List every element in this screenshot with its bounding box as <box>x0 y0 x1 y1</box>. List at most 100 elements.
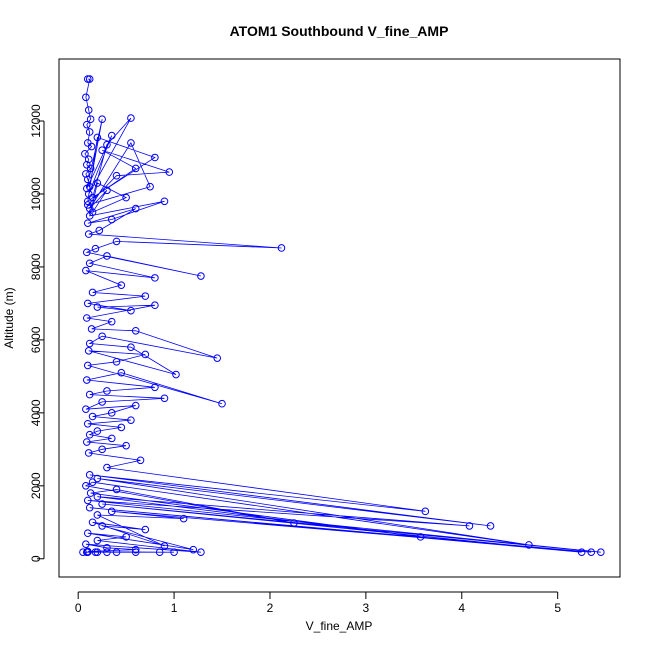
data-point <box>83 419 92 428</box>
data-point <box>486 522 495 530</box>
data-point <box>98 445 106 454</box>
data-point <box>91 548 100 556</box>
data-point <box>87 142 96 151</box>
data-point <box>85 430 94 439</box>
y-tick-label: 4000 <box>29 399 43 426</box>
data-point <box>160 394 169 403</box>
series-layer <box>79 75 605 556</box>
data-point <box>146 182 154 191</box>
data-point <box>587 548 596 556</box>
data-point <box>95 226 104 235</box>
data-point <box>218 399 226 408</box>
data-point <box>151 383 159 392</box>
data-point <box>103 252 111 260</box>
data-point <box>131 545 140 554</box>
data-point <box>88 478 97 486</box>
data-point <box>98 500 106 508</box>
data-point <box>93 492 102 501</box>
data-point <box>131 204 140 213</box>
data-point <box>107 434 116 443</box>
data-point <box>131 548 140 556</box>
data-point <box>84 449 93 457</box>
data-point <box>112 485 121 494</box>
data-point <box>93 474 102 483</box>
data-point <box>107 409 116 417</box>
x-tick-label: 1 <box>171 601 178 615</box>
y-axis: 0 2000 4000 6000 8000 10000 12000 <box>29 104 45 562</box>
data-point <box>141 292 150 300</box>
data-point <box>85 471 94 479</box>
data-point <box>85 75 94 83</box>
data-point <box>131 326 140 335</box>
data-point <box>416 533 425 541</box>
data-point <box>290 519 298 527</box>
data-point <box>93 511 102 519</box>
data-point <box>277 244 286 252</box>
data-point <box>93 427 102 435</box>
data-point <box>83 248 91 257</box>
data-point <box>103 463 111 472</box>
data-point <box>83 219 92 227</box>
data-point <box>85 503 94 512</box>
data-point <box>86 115 95 123</box>
data-point <box>172 370 180 379</box>
data-point <box>127 139 135 147</box>
data-point <box>84 155 93 164</box>
data-point <box>83 376 91 384</box>
data-point <box>213 354 222 362</box>
data-point <box>83 361 92 370</box>
data-point <box>421 507 430 516</box>
chart-title: ATOM1 Southbound V_fine_AMP <box>230 23 449 39</box>
data-point <box>81 150 89 158</box>
data-point <box>82 170 90 178</box>
data-point <box>179 514 188 523</box>
y-tick-label: 10000 <box>29 177 43 211</box>
data-point <box>112 237 121 246</box>
data-point <box>83 529 92 538</box>
data-point <box>127 114 135 122</box>
data-point <box>84 230 93 238</box>
data-point <box>122 441 130 450</box>
y-tick-label: 12000 <box>29 104 43 138</box>
data-point <box>127 343 135 351</box>
x-tick-label: 2 <box>267 601 274 615</box>
data-point <box>165 168 174 176</box>
data-point <box>107 507 116 516</box>
data-point <box>85 339 94 348</box>
data-point <box>83 120 91 129</box>
data-point <box>83 197 92 206</box>
y-tick-label: 8000 <box>29 253 43 280</box>
data-point <box>98 332 106 341</box>
x-axis-label: V_fine_AMP <box>306 619 373 633</box>
data-point <box>85 212 94 220</box>
data-point <box>103 548 111 556</box>
data-point <box>82 405 90 413</box>
x-tick-label: 3 <box>363 601 370 615</box>
data-point <box>103 544 111 552</box>
data-point <box>83 201 92 209</box>
data-point <box>117 423 126 432</box>
data-point <box>86 164 95 173</box>
data-point <box>84 347 93 355</box>
data-point <box>93 548 102 556</box>
data-point <box>112 357 121 366</box>
data-point <box>83 438 91 446</box>
data-point <box>82 482 90 490</box>
data-point <box>131 401 140 410</box>
data-point <box>98 146 106 154</box>
data-point <box>151 274 159 282</box>
data-point <box>82 540 90 548</box>
data-point <box>151 301 159 310</box>
x-tick-label: 0 <box>75 601 82 615</box>
data-point <box>107 317 116 326</box>
data-point <box>127 306 135 315</box>
y-axis-label: Altitude (m) <box>2 287 16 348</box>
data-point <box>155 548 164 556</box>
data-point <box>83 314 91 322</box>
data-point <box>577 548 586 556</box>
data-point <box>83 548 92 556</box>
data-point <box>98 115 106 123</box>
data-point <box>131 164 140 173</box>
x-axis: 0 1 2 3 4 5 <box>75 591 561 615</box>
data-point <box>83 184 91 193</box>
